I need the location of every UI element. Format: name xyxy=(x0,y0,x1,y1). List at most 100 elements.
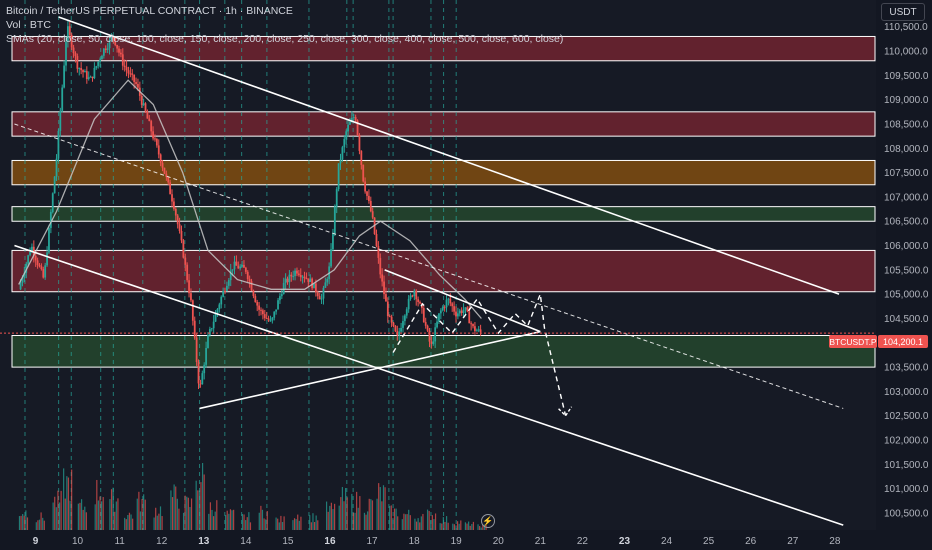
volume-bar xyxy=(144,499,146,530)
candle-body xyxy=(369,200,372,212)
candle-body xyxy=(40,266,43,270)
candle-body xyxy=(216,309,219,314)
candle-body xyxy=(121,54,124,66)
candle-body xyxy=(254,295,257,303)
volume-bar xyxy=(156,515,158,530)
candle-body xyxy=(226,285,228,292)
volume-bar xyxy=(352,512,355,530)
candle-body xyxy=(413,290,416,297)
volume-bar xyxy=(479,526,481,530)
candle-body xyxy=(447,298,450,300)
candle-body xyxy=(120,52,122,55)
candle-body xyxy=(207,335,209,348)
candle-body xyxy=(474,326,476,331)
candle-body xyxy=(243,264,245,268)
candle-body xyxy=(275,309,278,312)
volume-bar xyxy=(161,516,163,530)
candle-body xyxy=(154,138,156,140)
volume-bar xyxy=(393,508,396,530)
volume-bar xyxy=(97,500,100,530)
candle-body xyxy=(203,364,206,374)
candle-body xyxy=(108,39,111,49)
candle-body xyxy=(19,282,22,290)
lightning-icon[interactable]: ⚡ xyxy=(481,514,495,528)
volume-bar xyxy=(143,494,145,530)
candle-body xyxy=(218,304,221,310)
volume-bar xyxy=(434,513,437,530)
volume-bar xyxy=(472,521,475,530)
candle-body xyxy=(445,299,448,308)
zone-supply xyxy=(11,159,876,186)
candle-body xyxy=(155,138,158,146)
candle-body xyxy=(84,71,86,73)
candle-body xyxy=(57,130,60,159)
y-tick-label: 103,500.0 xyxy=(884,363,929,374)
sma-line xyxy=(18,79,482,319)
volume-bar xyxy=(96,479,98,530)
volume-bar xyxy=(132,518,134,530)
volume-bar xyxy=(26,517,29,530)
candle-body xyxy=(123,65,126,67)
candle-body xyxy=(222,290,225,297)
volume-bar xyxy=(35,522,37,530)
candle-body xyxy=(417,299,420,302)
candle-body xyxy=(246,271,249,280)
y-tick-label: 102,000.0 xyxy=(884,436,929,447)
candle-body xyxy=(294,270,296,277)
volume-bar xyxy=(379,487,381,530)
y-tick-label: 103,000.0 xyxy=(884,387,929,398)
x-tick-label: 20 xyxy=(493,536,505,547)
candle-body xyxy=(205,347,207,365)
projection-arrowhead xyxy=(558,406,573,417)
candle-body xyxy=(182,240,185,258)
volume-bar xyxy=(112,487,114,530)
y-tick-label: 108,500.0 xyxy=(884,119,929,130)
candle-body xyxy=(381,274,384,282)
candle-body xyxy=(269,320,272,322)
volume-bar xyxy=(346,497,348,530)
candle-body xyxy=(89,76,92,78)
candle-body xyxy=(260,309,262,311)
volume-bar xyxy=(343,501,345,530)
candle-body xyxy=(297,273,300,275)
volume-bar xyxy=(226,510,228,530)
volume-bar xyxy=(300,516,302,530)
volume-bar xyxy=(178,508,180,530)
candle-body xyxy=(190,293,192,301)
candle-body xyxy=(186,264,189,281)
candle-body xyxy=(258,305,261,310)
candle-body xyxy=(345,131,348,139)
volume-bar xyxy=(469,525,471,530)
last-price-label: 104,200.1 xyxy=(878,335,928,348)
volume-bar xyxy=(201,463,204,530)
x-tick-label: 26 xyxy=(745,536,757,547)
volume-bar xyxy=(229,509,232,530)
candle-body xyxy=(80,68,83,71)
volume-bar xyxy=(241,514,244,530)
y-tick-label: 106,000.0 xyxy=(884,241,929,252)
currency-button[interactable]: USDT xyxy=(881,3,925,21)
volume-bar xyxy=(280,515,282,530)
volume-bar xyxy=(298,520,300,530)
volume-bar xyxy=(80,499,83,530)
x-tick-label: 22 xyxy=(577,536,589,547)
x-tick-label: 27 xyxy=(787,536,799,547)
volume-bar xyxy=(426,509,429,530)
candle-body xyxy=(29,251,31,256)
candle-body xyxy=(320,298,323,300)
candle-body xyxy=(82,70,84,73)
candle-body xyxy=(48,227,50,253)
candle-body xyxy=(68,26,71,35)
volume-bar xyxy=(455,525,457,530)
volume-bar xyxy=(338,505,340,530)
candle-body xyxy=(430,341,433,344)
volume-bar xyxy=(363,512,366,530)
volume-bar xyxy=(42,517,44,530)
volume-bar xyxy=(325,501,328,530)
candle-body xyxy=(434,327,437,342)
volume-bar xyxy=(71,469,73,530)
candle-body xyxy=(46,252,48,266)
volume-bar xyxy=(55,507,57,530)
volume-bar xyxy=(245,520,247,530)
